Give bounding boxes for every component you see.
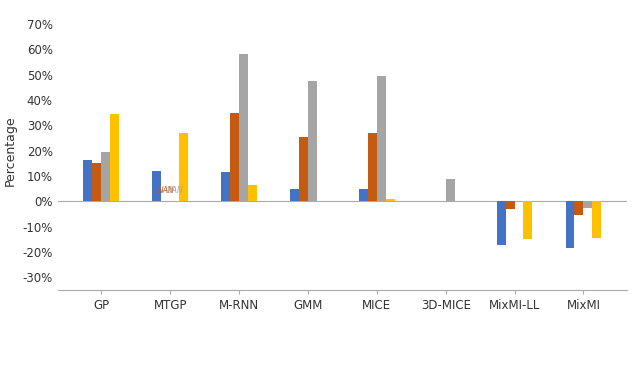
Bar: [386, 199, 395, 201]
Bar: [506, 201, 515, 209]
Bar: [368, 133, 377, 201]
Bar: [359, 189, 368, 201]
Bar: [584, 201, 593, 208]
Bar: [83, 160, 92, 201]
Bar: [239, 54, 248, 201]
Bar: [524, 201, 532, 240]
Bar: [299, 137, 308, 201]
Bar: [110, 114, 119, 201]
Bar: [101, 152, 110, 201]
Text: NAN: NAN: [157, 186, 174, 195]
Bar: [248, 185, 257, 201]
Bar: [92, 163, 101, 201]
Bar: [308, 81, 317, 201]
Bar: [445, 179, 454, 201]
Bar: [221, 172, 230, 201]
Bar: [290, 189, 299, 201]
Text: NAN: NAN: [166, 186, 183, 195]
Bar: [230, 113, 239, 201]
Bar: [593, 201, 602, 238]
Bar: [179, 133, 188, 201]
Bar: [497, 201, 506, 244]
Bar: [566, 201, 575, 248]
Bar: [152, 171, 161, 201]
Y-axis label: Percentage: Percentage: [4, 115, 17, 186]
Bar: [377, 76, 386, 201]
Bar: [575, 201, 584, 215]
